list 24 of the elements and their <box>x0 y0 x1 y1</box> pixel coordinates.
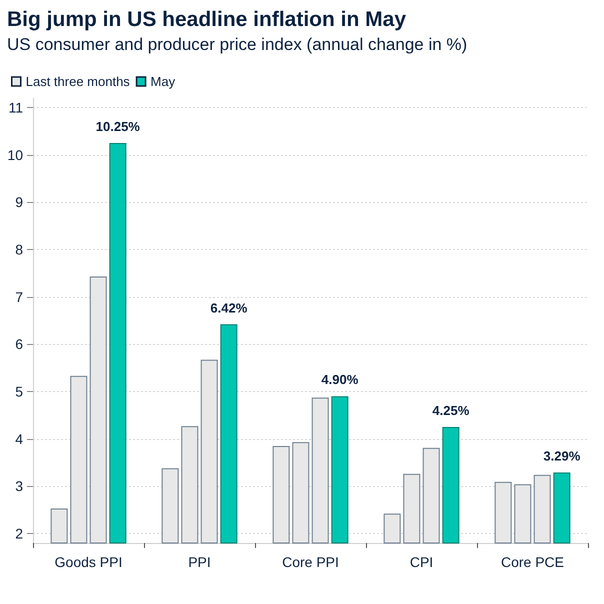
data-label: 3.29% <box>543 448 581 464</box>
x-tick-label: Core PPI <box>282 554 339 570</box>
y-tick-label: 3 <box>15 478 24 494</box>
y-tick-label: 6 <box>15 336 24 352</box>
y-tick-label: 11 <box>8 99 24 116</box>
legend-label: Last three months <box>26 74 130 89</box>
y-tick-label: 8 <box>15 241 24 258</box>
chart-subtitle: US consumer and producer price index (annual change in %) <box>7 35 468 54</box>
data-label: 4.25% <box>432 403 470 418</box>
data-label: 10.25% <box>96 118 140 134</box>
y-tick-label: 4 <box>15 430 24 447</box>
y-tick-label: 2 <box>15 526 24 542</box>
y-tick-label: 10 <box>7 146 24 163</box>
y-tick-label: 7 <box>15 288 24 305</box>
y-tick-label: 5 <box>15 384 24 400</box>
x-tick-label: CPI <box>410 554 434 570</box>
data-label: 6.42% <box>210 300 248 316</box>
x-tick-label: PPI <box>188 554 211 570</box>
y-tick-label: 9 <box>15 194 24 210</box>
x-tick-label: Goods PPI <box>54 554 122 570</box>
legend-label: May <box>150 74 176 89</box>
chart-title: Big jump in US headline inflation in May <box>7 8 406 31</box>
x-tick-label: Core PCE <box>500 554 564 570</box>
data-label: 4.90% <box>321 372 359 388</box>
